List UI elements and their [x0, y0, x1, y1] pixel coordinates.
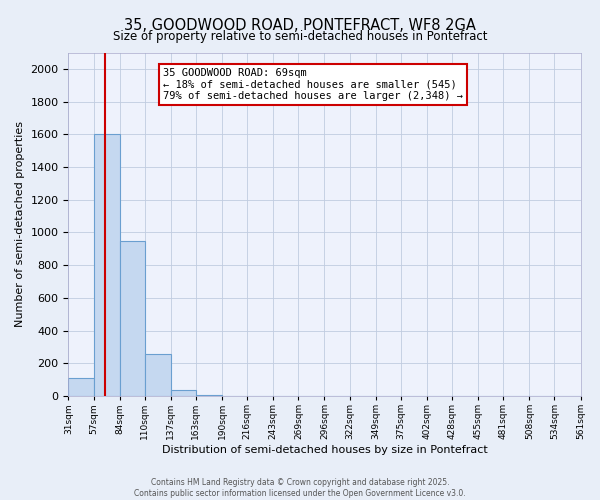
Text: 35 GOODWOOD ROAD: 69sqm
← 18% of semi-detached houses are smaller (545)
79% of s: 35 GOODWOOD ROAD: 69sqm ← 18% of semi-de… [163, 68, 463, 101]
Bar [119, 240, 145, 396]
X-axis label: Distribution of semi-detached houses by size in Pontefract: Distribution of semi-detached houses by … [161, 445, 487, 455]
Bar [145, 354, 171, 396]
Bar [94, 134, 119, 396]
Text: 35, GOODWOOD ROAD, PONTEFRACT, WF8 2GA: 35, GOODWOOD ROAD, PONTEFRACT, WF8 2GA [124, 18, 476, 32]
Bar [68, 378, 94, 396]
Text: Size of property relative to semi-detached houses in Pontefract: Size of property relative to semi-detach… [113, 30, 487, 43]
Text: Contains HM Land Registry data © Crown copyright and database right 2025.
Contai: Contains HM Land Registry data © Crown c… [134, 478, 466, 498]
Bar [171, 390, 196, 396]
Y-axis label: Number of semi-detached properties: Number of semi-detached properties [15, 122, 25, 328]
